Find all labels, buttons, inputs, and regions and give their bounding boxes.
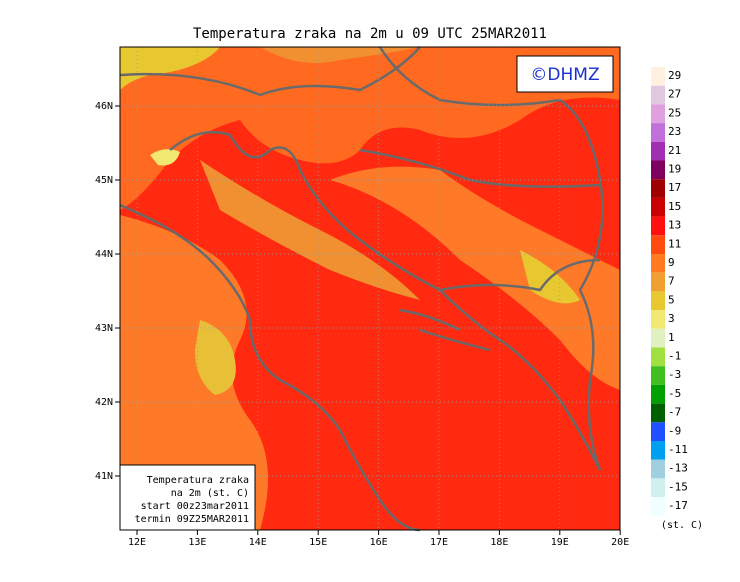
colorbar-swatch	[651, 123, 665, 142]
colorbar-label: -13	[668, 462, 688, 475]
colorbar-label: 5	[668, 293, 675, 306]
lat-label: 43N	[95, 323, 113, 334]
colorbar-swatch	[651, 85, 665, 105]
colorbar-label: 1	[668, 331, 675, 344]
lat-label: 45N	[95, 175, 113, 186]
lat-label: 41N	[95, 471, 113, 482]
colorbar-swatch	[651, 291, 665, 311]
colorbar-swatch	[651, 104, 665, 124]
lat-label: 44N	[95, 249, 113, 260]
colorbar-swatch	[651, 141, 665, 161]
colorbar-label: 25	[668, 106, 681, 119]
colorbar-label: -11	[668, 443, 688, 456]
colorbar-label: -3	[668, 368, 681, 381]
colorbar-label: -5	[668, 387, 681, 400]
colorbar-swatch	[651, 160, 665, 180]
colorbar-label: 21	[668, 144, 681, 157]
lon-label: 19E	[551, 537, 569, 548]
colorbar-swatch	[651, 235, 665, 254]
info-text: Temperatura zraka na 2m (st. C) start 00z2…	[135, 475, 249, 525]
grid	[120, 47, 620, 530]
lon-label: 14E	[249, 537, 267, 548]
colorbar-swatch	[651, 67, 665, 86]
info-line: start 00z23mar2011	[141, 501, 249, 512]
title: Temperatura zraka na 2m u 09 UTC 25MAR20…	[193, 26, 547, 42]
colorbar-swatch	[651, 197, 665, 217]
colorbar-label: -7	[668, 406, 681, 419]
colorbar-label: 27	[668, 88, 681, 101]
lon-label: 18E	[490, 537, 508, 548]
colorbar-swatch	[651, 179, 665, 198]
colorbar-label: 13	[668, 219, 681, 232]
lat-label: 46N	[95, 101, 113, 112]
colorbar-swatch	[651, 384, 665, 404]
colorbar-label: -15	[668, 480, 688, 493]
info-line: na 2m (st. C)	[171, 488, 249, 499]
colorbar-swatch	[651, 441, 665, 460]
colorbar-label: -1	[668, 350, 681, 363]
info-line: termin 09Z25MAR2011	[135, 514, 249, 525]
colorbar-label: 3	[668, 312, 675, 325]
colorbar-swatch	[651, 328, 665, 348]
lon-label: 13E	[188, 537, 206, 548]
colorbar-swatch	[651, 216, 665, 236]
map	[119, 46, 620, 532]
colorbar-label: 29	[668, 69, 681, 82]
colorbar-label: 11	[668, 237, 681, 250]
colorbar-swatch	[651, 347, 665, 367]
colorbar-label: 7	[668, 275, 675, 288]
info-box	[119, 464, 256, 531]
lat-label: 42N	[95, 397, 113, 408]
colorbar-label: -9	[668, 424, 681, 437]
colorbar-unit: (st. C)	[661, 520, 703, 531]
lon-label: 20E	[611, 537, 629, 548]
colorbar-label: 17	[668, 181, 681, 194]
logo: ©DHMZ	[530, 65, 599, 85]
colorbar: 29 27 25 23 21 19 17 15 13 11 9 7 5 3 1 -1 -3 -5 -7 -9 -11 -1…	[651, 67, 703, 531]
colorbar-swatch	[651, 310, 665, 329]
colorbar-swatch	[651, 403, 665, 423]
colorbar-swatch	[651, 459, 665, 479]
colorbar-swatch	[651, 366, 665, 385]
colorbar-swatch	[651, 497, 665, 516]
logo-box	[516, 55, 614, 93]
colorbar-label: 19	[668, 163, 681, 176]
lon-label: 15E	[309, 537, 327, 548]
lon-label: 16E	[370, 537, 388, 548]
colorbar-swatch	[651, 254, 665, 273]
info-line: Temperatura zraka	[147, 475, 249, 486]
colorbar-label: 23	[668, 125, 681, 138]
map-frame	[119, 46, 621, 531]
colorbar-swatch	[651, 422, 665, 441]
lon-label: 17E	[430, 537, 448, 548]
colorbar-label: -17	[668, 499, 688, 512]
colorbar-swatch	[651, 478, 665, 498]
colorbar-swatch	[651, 272, 665, 292]
lon-label: 12E	[128, 537, 146, 548]
colorbar-label: 9	[668, 256, 675, 269]
colorbar-label: 15	[668, 200, 681, 213]
